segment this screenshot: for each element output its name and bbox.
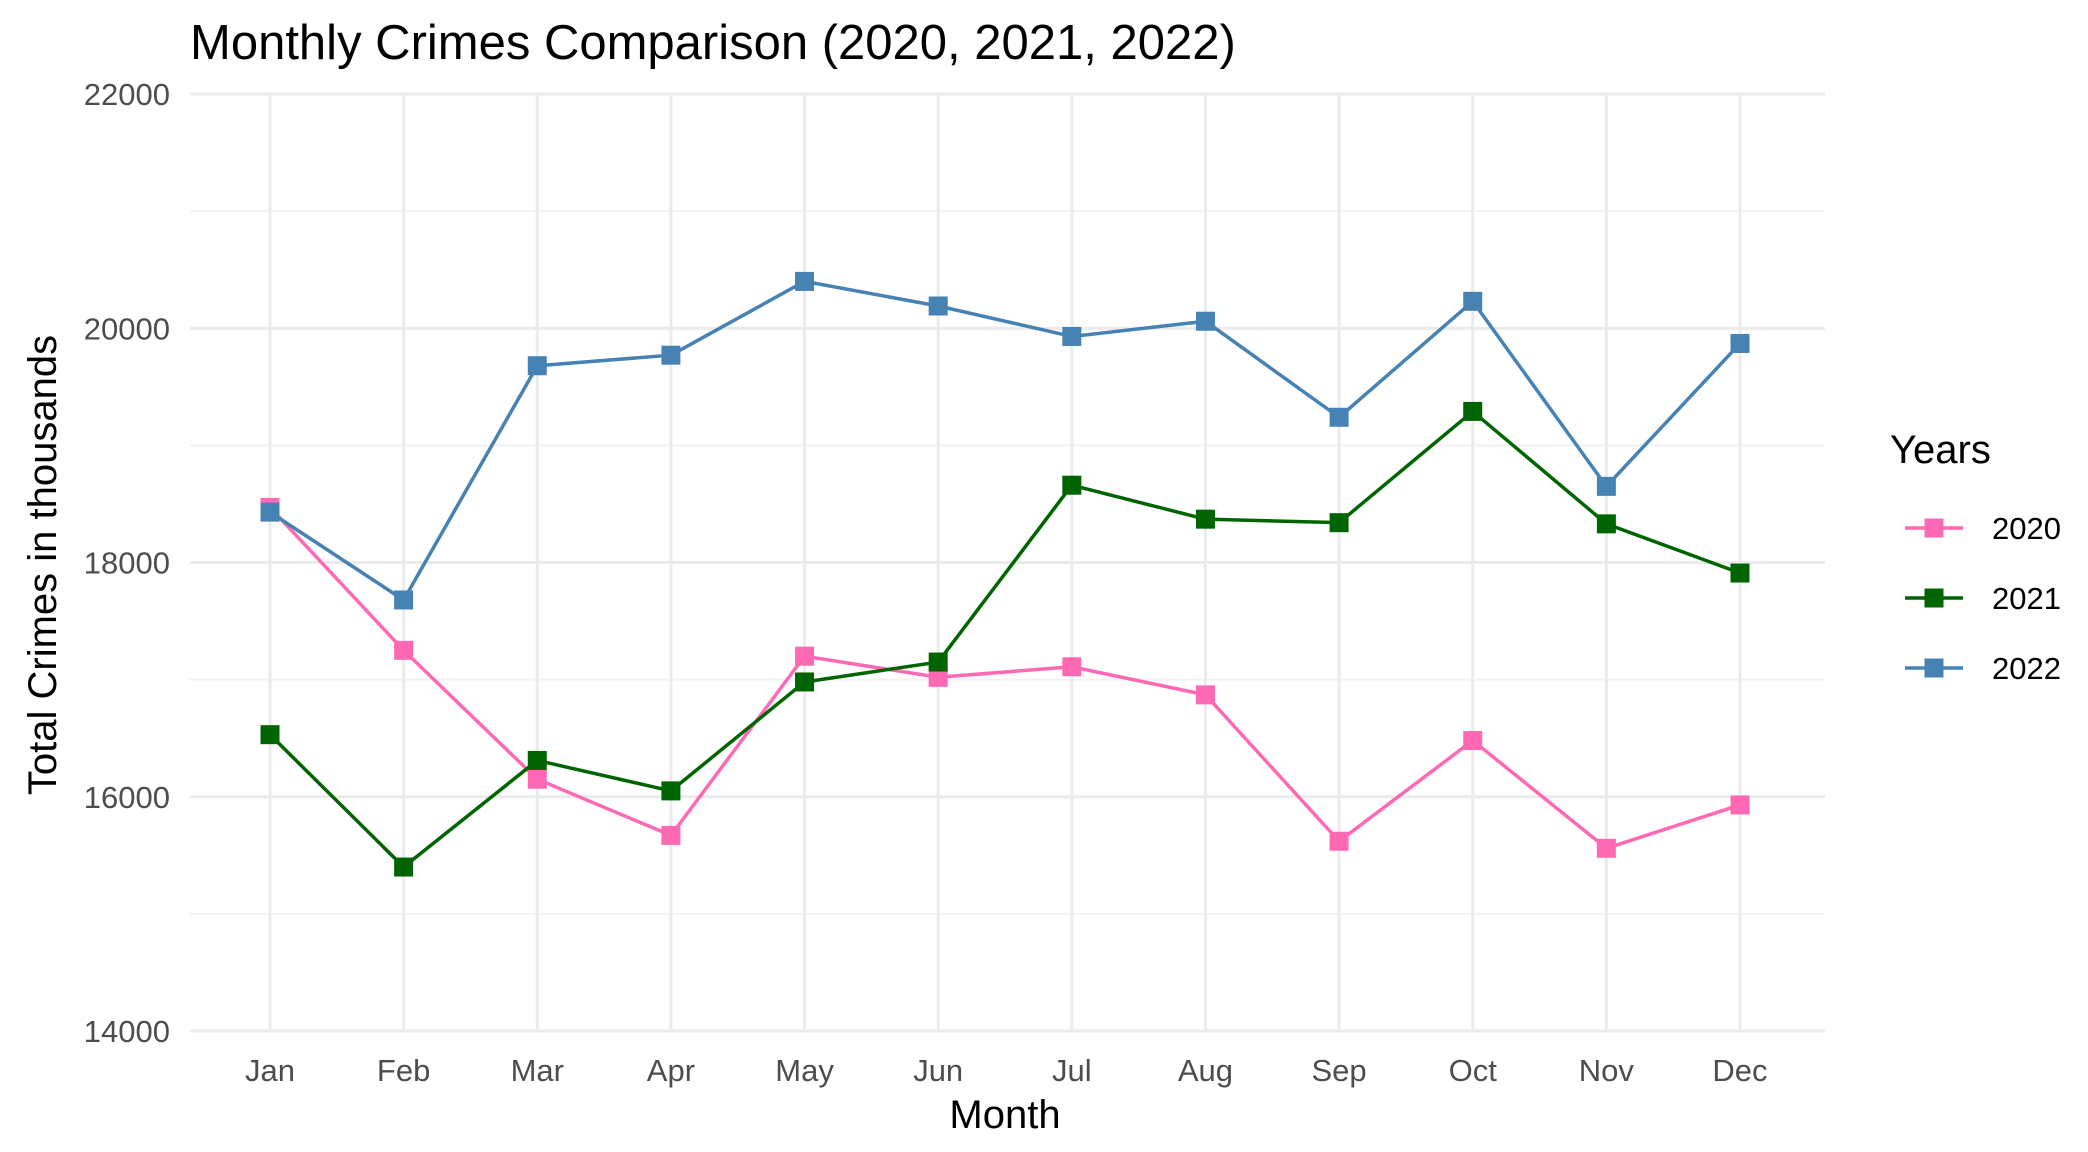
data-point xyxy=(1062,326,1082,346)
data-point xyxy=(1596,838,1616,858)
y-tick-label: 22000 xyxy=(84,77,170,112)
series-2022 xyxy=(260,271,1750,610)
legend-label: 2021 xyxy=(1992,581,2061,616)
y-tick-label: 16000 xyxy=(84,780,170,815)
x-tick-label: Mar xyxy=(511,1053,564,1088)
x-tick-label: Jul xyxy=(1052,1053,1092,1088)
data-point xyxy=(661,825,681,845)
data-point xyxy=(1195,509,1215,529)
data-point xyxy=(1195,685,1215,705)
data-point xyxy=(1596,476,1616,496)
series-2021 xyxy=(260,401,1750,877)
series-line-2020 xyxy=(268,506,1741,851)
chart-title: Monthly Crimes Comparison (2020, 2021, 2… xyxy=(190,16,1236,70)
data-point xyxy=(1596,514,1616,534)
legend-marker xyxy=(1924,518,1944,538)
data-point xyxy=(928,652,948,672)
data-point xyxy=(1329,513,1349,533)
data-point xyxy=(1062,475,1082,495)
data-point xyxy=(527,750,547,770)
data-point xyxy=(260,502,280,522)
legend-item-2020: 2020 xyxy=(1905,511,2061,546)
data-point xyxy=(1195,311,1215,331)
data-point xyxy=(928,296,948,316)
legend-item-2022: 2022 xyxy=(1905,651,2061,686)
data-point xyxy=(795,646,815,666)
x-tick-label: Jan xyxy=(245,1053,295,1088)
data-point xyxy=(661,345,681,365)
x-tick-label: Sep xyxy=(1312,1053,1367,1088)
data-point xyxy=(1463,401,1483,421)
legend-label: 2022 xyxy=(1992,651,2061,686)
x-tick-label: Apr xyxy=(647,1053,695,1088)
data-point xyxy=(527,356,547,376)
x-tick-label: Dec xyxy=(1712,1053,1767,1088)
data-point xyxy=(1329,407,1349,427)
y-tick-label: 18000 xyxy=(84,546,170,581)
x-tick-label: Feb xyxy=(377,1053,430,1088)
series-line-2021 xyxy=(268,409,1741,869)
data-point xyxy=(1730,333,1750,353)
x-tick-label: Jun xyxy=(913,1053,963,1088)
data-point xyxy=(661,781,681,801)
series-line-2022 xyxy=(269,279,1742,602)
x-axis-ticks: Jan Feb Mar Apr May Jun Jul Aug Sep Oct Nov Dec xyxy=(245,1053,1768,1088)
data-point xyxy=(1463,731,1483,751)
data-point xyxy=(928,667,948,687)
data-point xyxy=(1329,831,1349,851)
legend: Years 2020 2021 2022 xyxy=(1890,428,2061,686)
data-point xyxy=(260,725,280,745)
legend-title: Years xyxy=(1890,428,1991,472)
x-tick-label: Aug xyxy=(1178,1053,1233,1088)
data-point xyxy=(394,640,414,660)
data-point xyxy=(1463,291,1483,311)
y-axis-label: Total Crimes in thousands xyxy=(21,335,65,795)
data-point xyxy=(795,271,815,291)
legend-items: 2020 2021 2022 xyxy=(1905,511,2061,686)
x-tick-label: Nov xyxy=(1579,1053,1635,1088)
series-lines xyxy=(260,271,1750,877)
data-point xyxy=(1730,563,1750,583)
legend-label: 2020 xyxy=(1992,511,2061,546)
legend-item-2021: 2021 xyxy=(1905,581,2061,616)
y-tick-label: 14000 xyxy=(84,1014,170,1049)
data-point xyxy=(1730,795,1750,815)
y-axis-ticks: 14000 16000 18000 20000 22000 xyxy=(84,77,170,1049)
legend-marker xyxy=(1924,658,1944,678)
data-point xyxy=(795,672,815,692)
y-tick-label: 20000 xyxy=(84,311,170,346)
x-axis-label: Month xyxy=(949,1093,1060,1137)
grid xyxy=(190,92,1825,1033)
data-point xyxy=(394,590,414,610)
x-tick-label: Oct xyxy=(1449,1053,1498,1088)
legend-marker xyxy=(1924,588,1944,608)
x-tick-label: May xyxy=(775,1053,834,1088)
data-point xyxy=(527,769,547,789)
data-point xyxy=(394,857,414,877)
data-point xyxy=(1062,657,1082,677)
